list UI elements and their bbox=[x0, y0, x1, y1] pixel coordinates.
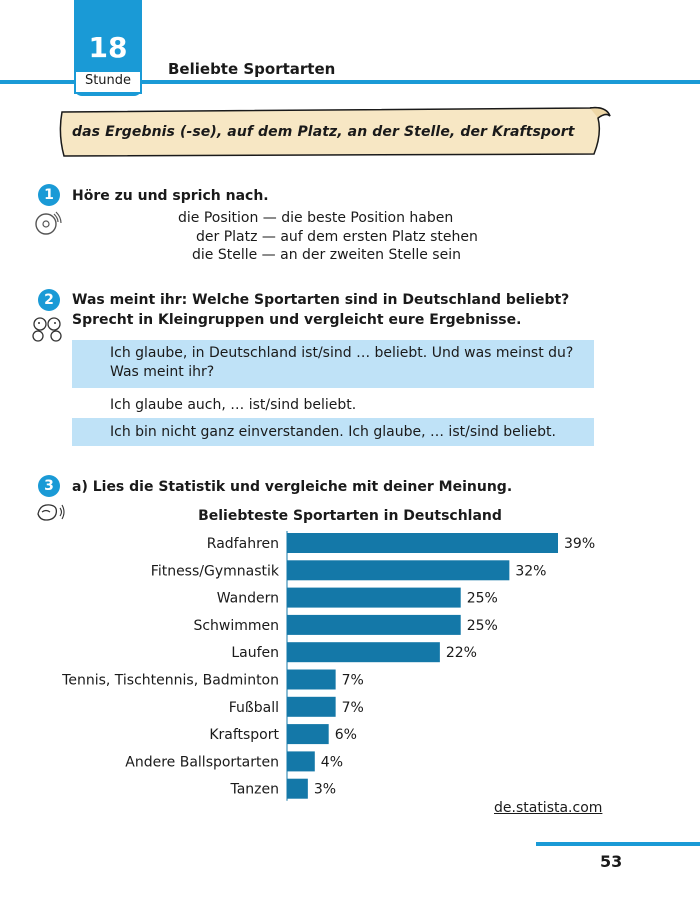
exercise-1-instruction: Höre zu und sprich nach. bbox=[72, 188, 269, 204]
bar bbox=[287, 669, 336, 690]
discussion-icon bbox=[30, 314, 64, 346]
header-rule-left bbox=[0, 80, 74, 84]
exercise-2-instruction: Was meint ihr: Welche Sportarten sind in… bbox=[72, 292, 570, 328]
phrase-line-1: die Position — die beste Position haben bbox=[178, 210, 454, 226]
value-label: 4% bbox=[321, 754, 343, 770]
dialogue-line-2: Ich glaube auch, … ist/sind beliebt. bbox=[110, 397, 357, 413]
exercise-number-2: 2 bbox=[38, 289, 60, 311]
phrase-line-2: der Platz — auf dem ersten Platz stehen bbox=[196, 229, 478, 245]
bar bbox=[287, 533, 558, 553]
value-label: 7% bbox=[342, 700, 364, 716]
bar bbox=[287, 587, 461, 608]
value-label: 25% bbox=[467, 591, 498, 607]
cd-icon bbox=[34, 210, 62, 240]
page-title: Beliebte Sportarten bbox=[168, 60, 336, 78]
category-label: Wandern bbox=[217, 591, 279, 607]
lesson-number: 18 bbox=[88, 31, 128, 64]
scroll-shape bbox=[59, 106, 611, 157]
vocab-scroll: das Ergebnis (-se), auf dem Platz, an de… bbox=[54, 104, 614, 162]
value-label: 3% bbox=[314, 782, 336, 798]
vocab-text: das Ergebnis (-se), auf dem Platz, an de… bbox=[72, 124, 575, 140]
category-label: Kraftsport bbox=[209, 727, 279, 743]
category-label: Radfahren bbox=[207, 536, 279, 552]
reading-icon bbox=[34, 500, 66, 528]
bar bbox=[287, 614, 461, 635]
footer-rule bbox=[536, 842, 700, 846]
category-label: Tanzen bbox=[229, 782, 279, 798]
lesson-tab: 18 Stunde bbox=[74, 0, 142, 96]
lesson-word: Stunde bbox=[74, 72, 142, 94]
category-label: Fitness/Gymnastik bbox=[151, 563, 280, 579]
category-label: Andere Ballsportarten bbox=[125, 754, 279, 770]
category-label: Tennis, Tischtennis, Badminton bbox=[61, 673, 279, 689]
value-label: 39% bbox=[564, 536, 595, 552]
category-label: Fußball bbox=[229, 700, 279, 716]
phrase-line-3: die Stelle — an der zweiten Stelle sein bbox=[192, 247, 461, 263]
dialogue-line-1: Ich glaube, in Deutschland ist/sind … be… bbox=[72, 340, 594, 388]
exercise-number-1: 1 bbox=[38, 184, 60, 206]
dialogue-line-3: Ich bin nicht ganz einverstanden. Ich gl… bbox=[72, 418, 594, 446]
value-label: 7% bbox=[342, 673, 364, 689]
category-label: Laufen bbox=[231, 645, 279, 661]
value-label: 22% bbox=[446, 645, 477, 661]
bar bbox=[287, 696, 336, 717]
value-label: 32% bbox=[515, 563, 546, 579]
bar bbox=[287, 642, 440, 663]
chart-title: Beliebteste Sportarten in Deutschland bbox=[198, 508, 502, 524]
value-label: 6% bbox=[335, 727, 357, 743]
source-link[interactable]: de.statista.com bbox=[494, 800, 603, 816]
header-rule-right bbox=[142, 80, 700, 84]
page-number: 53 bbox=[600, 852, 623, 871]
bar bbox=[287, 560, 510, 581]
category-label: Schwimmen bbox=[193, 618, 279, 634]
exercise-number-3: 3 bbox=[38, 475, 60, 497]
bar bbox=[287, 724, 329, 745]
bar bbox=[287, 751, 315, 772]
value-label: 25% bbox=[467, 618, 498, 634]
bar bbox=[287, 778, 308, 799]
exercise-3-instruction: a) Lies die Statistik und vergleiche mit… bbox=[72, 479, 513, 495]
